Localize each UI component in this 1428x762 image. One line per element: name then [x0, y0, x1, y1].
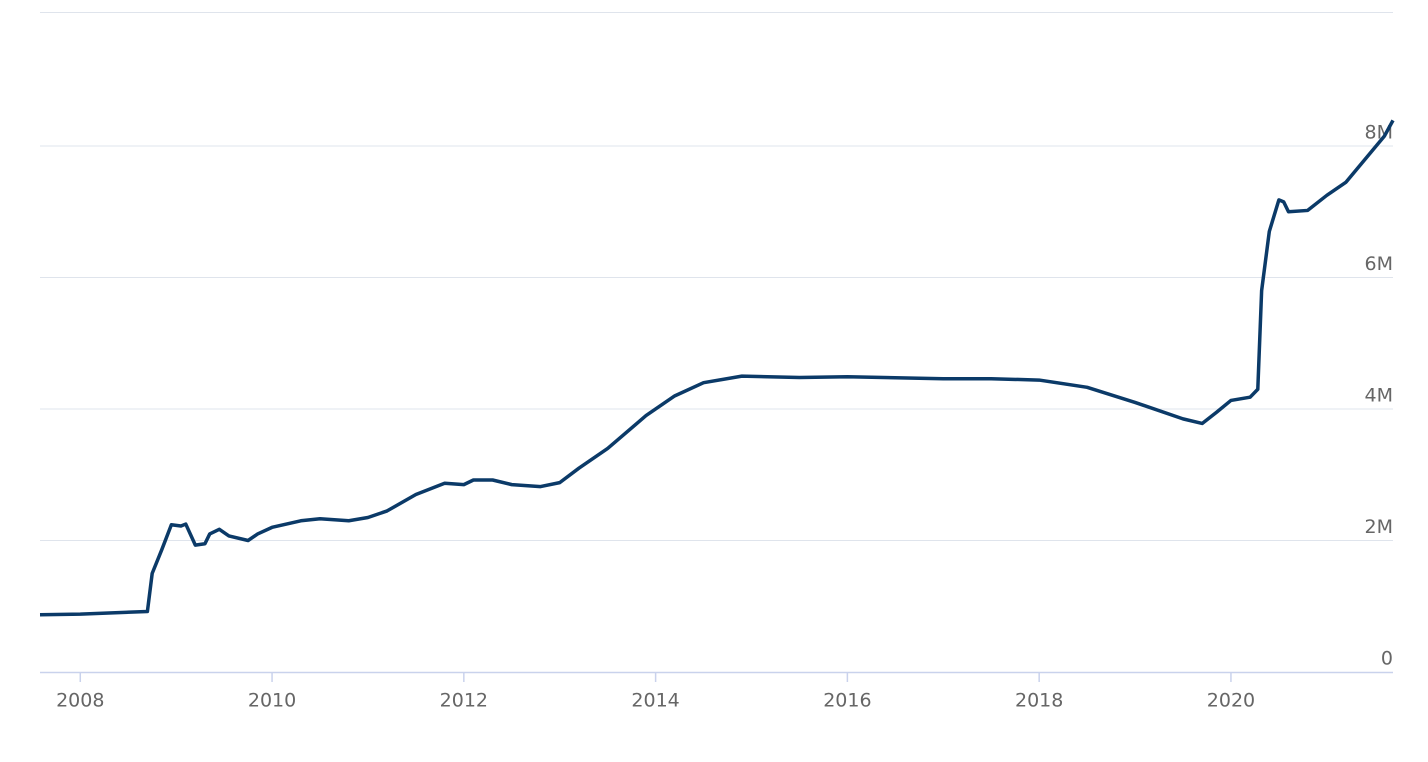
x-tick-label: 2008 [56, 690, 104, 712]
x-tick-label: 2010 [248, 690, 296, 712]
x-tick-label: 2018 [1015, 690, 1063, 712]
x-tick-label: 2016 [823, 690, 871, 712]
y-tick-label: 0 [1381, 648, 1393, 670]
x-tick-label: 2020 [1207, 690, 1255, 712]
data-line [39, 119, 1395, 617]
y-tick-label: 4M [1365, 385, 1393, 407]
y-tick-label: 2M [1365, 516, 1393, 538]
x-tick-label: 2014 [631, 690, 679, 712]
x-tick-label: 2012 [440, 690, 488, 712]
y-tick-label: 8M [1365, 122, 1393, 144]
y-tick-label: 6M [1365, 253, 1393, 275]
